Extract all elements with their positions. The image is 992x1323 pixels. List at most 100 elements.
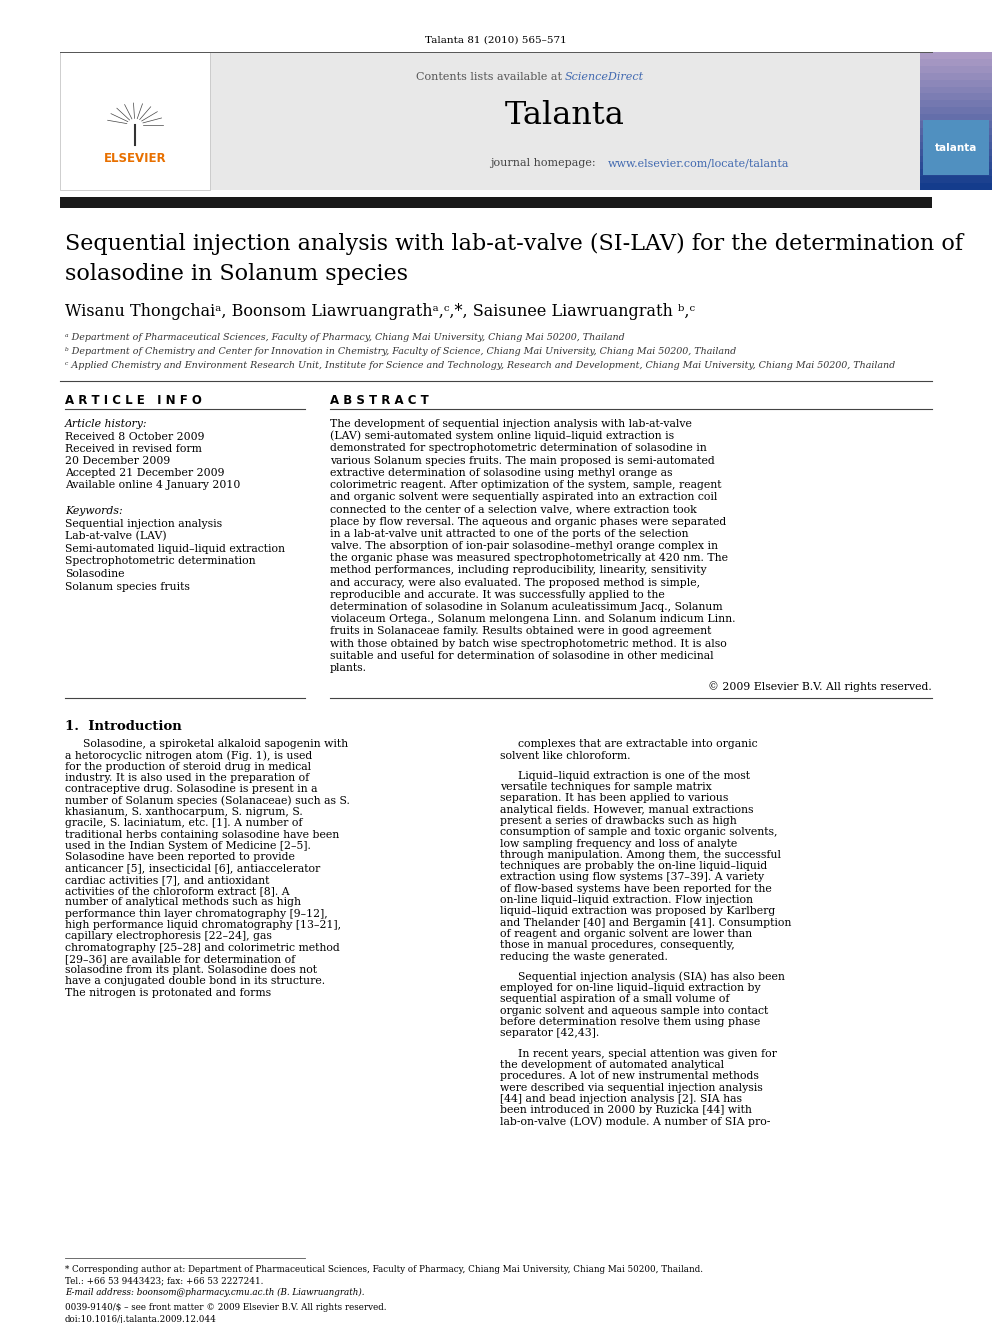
Bar [920,142,992,148]
Text: solvent like chloroform.: solvent like chloroform. [500,750,631,761]
Text: traditional herbs containing solasodine have been: traditional herbs containing solasodine … [65,830,339,840]
Text: separator [42,43].: separator [42,43]. [500,1028,599,1039]
Text: doi:10.1016/j.talanta.2009.12.044: doi:10.1016/j.talanta.2009.12.044 [65,1315,217,1323]
Text: and organic solvent were sequentially aspirated into an extraction coil: and organic solvent were sequentially as… [330,492,717,503]
Text: Sequential injection analysis: Sequential injection analysis [65,519,222,529]
Text: industry. It is also used in the preparation of: industry. It is also used in the prepara… [65,773,310,783]
Text: contraceptive drug. Solasodine is present in a: contraceptive drug. Solasodine is presen… [65,785,317,794]
Text: the organic phase was measured spectrophotometrically at 420 nm. The: the organic phase was measured spectroph… [330,553,728,564]
Text: performance thin layer chromatography [9–12],: performance thin layer chromatography [9… [65,909,327,918]
Text: extraction using flow systems [37–39]. A variety: extraction using flow systems [37–39]. A… [500,872,764,882]
Text: procedures. A lot of new instrumental methods: procedures. A lot of new instrumental me… [500,1072,759,1081]
Text: 0039-9140/$ – see front matter © 2009 Elsevier B.V. All rights reserved.: 0039-9140/$ – see front matter © 2009 El… [65,1303,387,1312]
Text: various Solanum species fruits. The main proposed is semi-automated: various Solanum species fruits. The main… [330,455,715,466]
Text: consumption of sample and toxic organic solvents,: consumption of sample and toxic organic … [500,827,778,837]
Text: cardiac activities [7], and antioxidant: cardiac activities [7], and antioxidant [65,875,270,885]
Text: fruits in Solanaceae family. Results obtained were in good agreement: fruits in Solanaceae family. Results obt… [330,626,711,636]
Text: ELSEVIER: ELSEVIER [104,152,167,164]
Text: Sequential injection analysis with lab-at-valve (SI-LAV) for the determination o: Sequential injection analysis with lab-a… [65,233,963,255]
Text: reducing the waste generated.: reducing the waste generated. [500,951,668,962]
Text: Talanta 81 (2010) 565–571: Talanta 81 (2010) 565–571 [426,36,566,45]
Bar [920,128,992,135]
Text: on-line liquid–liquid extraction. Flow injection: on-line liquid–liquid extraction. Flow i… [500,896,753,905]
Bar [920,73,992,79]
Bar [920,114,992,120]
Text: The development of sequential injection analysis with lab-at-valve: The development of sequential injection … [330,419,691,429]
Text: suitable and useful for determination of solasodine in other medicinal: suitable and useful for determination of… [330,651,713,660]
Text: * Corresponding author at: Department of Pharmaceutical Sciences, Faculty of Pha: * Corresponding author at: Department of… [65,1266,703,1274]
Text: Accepted 21 December 2009: Accepted 21 December 2009 [65,468,224,478]
Text: capillary electrophoresis [22–24], gas: capillary electrophoresis [22–24], gas [65,931,272,941]
Text: journal homepage:: journal homepage: [490,157,599,168]
Text: Article history:: Article history: [65,419,148,429]
Text: organic solvent and aqueous sample into contact: organic solvent and aqueous sample into … [500,1005,768,1016]
Text: of flow-based systems have been reported for the: of flow-based systems have been reported… [500,884,772,894]
Text: Received 8 October 2009: Received 8 October 2009 [65,433,204,442]
Text: talanta: talanta [934,143,977,153]
Bar [920,58,992,66]
Text: (LAV) semi-automated system online liquid–liquid extraction is: (LAV) semi-automated system online liqui… [330,431,675,442]
Text: were described via sequential injection analysis: were described via sequential injection … [500,1082,763,1093]
Text: E-mail address: boonsom@pharmacy.cmu.ac.th (B. Liawruangrath).: E-mail address: boonsom@pharmacy.cmu.ac.… [65,1287,364,1297]
Bar [920,86,992,94]
Text: present a series of drawbacks such as high: present a series of drawbacks such as hi… [500,816,737,826]
Text: [29–36] are available for determination of: [29–36] are available for determination … [65,954,296,964]
Text: before determination resolve them using phase: before determination resolve them using … [500,1017,760,1027]
Text: high performance liquid chromatography [13–21],: high performance liquid chromatography [… [65,919,341,930]
Text: colorimetric reagent. After optimization of the system, sample, reagent: colorimetric reagent. After optimization… [330,480,721,490]
Text: the development of automated analytical: the development of automated analytical [500,1060,724,1070]
Text: extractive determination of solasodine using methyl orange as: extractive determination of solasodine u… [330,468,673,478]
Text: Solasodine have been reported to provide: Solasodine have been reported to provide [65,852,295,863]
Text: Solasodine: Solasodine [65,569,125,579]
Bar [920,176,992,183]
Text: Available online 4 January 2010: Available online 4 January 2010 [65,480,240,490]
Bar [60,197,932,208]
Text: © 2009 Elsevier B.V. All rights reserved.: © 2009 Elsevier B.V. All rights reserved… [708,681,932,692]
Text: Contents lists available at: Contents lists available at [416,71,565,82]
Text: Tel.: +66 53 9443423; fax: +66 53 2227241.: Tel.: +66 53 9443423; fax: +66 53 222724… [65,1277,263,1286]
Bar [923,120,989,175]
Text: and Thelander [40] and Bergamin [41]. Consumption: and Thelander [40] and Bergamin [41]. Co… [500,918,792,927]
Text: for the production of steroid drug in medical: for the production of steroid drug in me… [65,762,311,771]
Text: complexes that are extractable into organic: complexes that are extractable into orga… [518,740,758,749]
Text: reproducible and accurate. It was successfully applied to the: reproducible and accurate. It was succes… [330,590,665,599]
Text: In recent years, special attention was given for: In recent years, special attention was g… [518,1049,777,1058]
Bar [920,169,992,176]
Text: Solanum species fruits: Solanum species fruits [65,582,189,591]
Text: Received in revised form: Received in revised form [65,445,202,454]
Bar [920,135,992,142]
Bar [920,107,992,114]
Text: number of analytical methods such as high: number of analytical methods such as hig… [65,897,301,908]
Text: and accuracy, were also evaluated. The proposed method is simple,: and accuracy, were also evaluated. The p… [330,578,700,587]
Bar [920,120,992,128]
Text: through manipulation. Among them, the successful: through manipulation. Among them, the su… [500,849,781,860]
Text: activities of the chloroform extract [8]. A: activities of the chloroform extract [8]… [65,886,290,896]
Text: A R T I C L E   I N F O: A R T I C L E I N F O [65,393,202,406]
Text: www.elsevier.com/locate/talanta: www.elsevier.com/locate/talanta [608,157,790,168]
Text: versatile techniques for sample matrix: versatile techniques for sample matrix [500,782,711,792]
Text: A B S T R A C T: A B S T R A C T [330,393,429,406]
Text: place by flow reversal. The aqueous and organic phases were separated: place by flow reversal. The aqueous and … [330,516,726,527]
Text: 1.  Introduction: 1. Introduction [65,720,182,733]
Text: [44] and bead injection analysis [2]. SIA has: [44] and bead injection analysis [2]. SI… [500,1094,742,1103]
Text: those in manual procedures, consequently,: those in manual procedures, consequently… [500,941,735,950]
Text: gracile, S. laciniatum, etc. [1]. A number of: gracile, S. laciniatum, etc. [1]. A numb… [65,819,303,828]
Text: violaceum Ortega., Solanum melongena Linn. and Solanum indicum Linn.: violaceum Ortega., Solanum melongena Lin… [330,614,735,624]
Text: Spectrophotometric determination: Spectrophotometric determination [65,557,256,566]
Bar [920,66,992,73]
Text: solasodine in Solanum species: solasodine in Solanum species [65,263,408,284]
Text: Keywords:: Keywords: [65,505,123,516]
Bar [920,183,992,191]
Text: separation. It has been applied to various: separation. It has been applied to vario… [500,794,728,803]
Text: Liquid–liquid extraction is one of the most: Liquid–liquid extraction is one of the m… [518,771,750,781]
Bar [920,94,992,101]
Text: techniques are probably the on-line liquid–liquid: techniques are probably the on-line liqu… [500,861,767,872]
Text: employed for on-line liquid–liquid extraction by: employed for on-line liquid–liquid extra… [500,983,761,994]
Text: Wisanu Thongchaiᵃ, Boonsom Liawruangrathᵃ,ᶜ,*, Saisunee Liawruangrath ᵇ,ᶜ: Wisanu Thongchaiᵃ, Boonsom Liawruangrath… [65,303,695,320]
Text: Semi-automated liquid–liquid extraction: Semi-automated liquid–liquid extraction [65,544,285,554]
Bar [920,163,992,169]
Text: lab-on-valve (LOV) module. A number of SIA pro-: lab-on-valve (LOV) module. A number of S… [500,1117,771,1127]
Text: in a lab-at-valve unit attracted to one of the ports of the selection: in a lab-at-valve unit attracted to one … [330,529,688,538]
Text: Sequential injection analysis (SIA) has also been: Sequential injection analysis (SIA) has … [518,971,785,982]
Bar [210,52,920,191]
